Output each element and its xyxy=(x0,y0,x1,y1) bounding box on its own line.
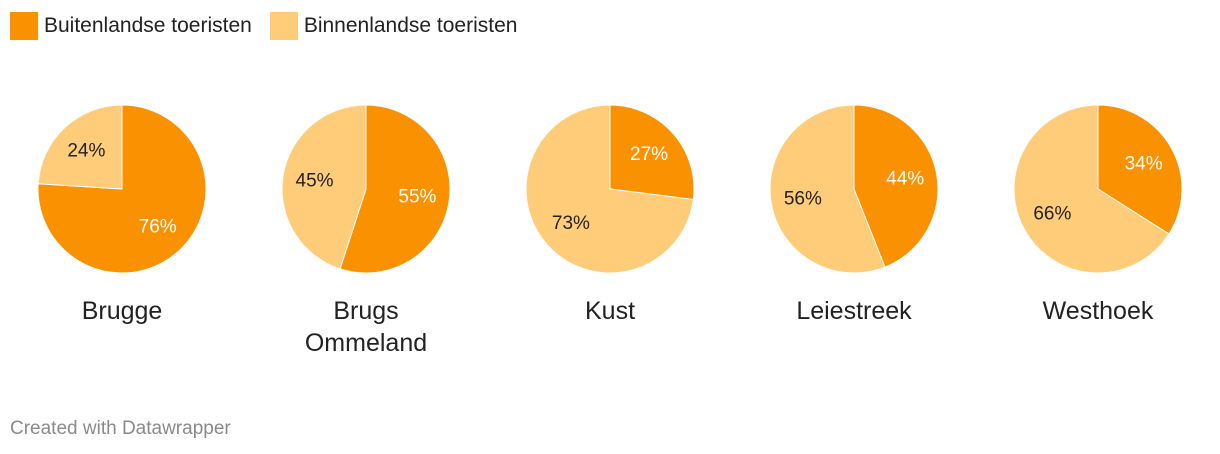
pie-data-label: 27% xyxy=(630,144,668,165)
pie-title: Brugs xyxy=(333,297,398,325)
pie-slice-foreign xyxy=(37,104,207,274)
pie-data-label: 45% xyxy=(296,170,334,191)
pie-slice-domestic xyxy=(525,104,694,274)
pie-slice-domestic xyxy=(37,104,123,190)
pie-data-label: 73% xyxy=(552,213,590,234)
pie-chart: 34% 66% Westhoek xyxy=(1013,104,1183,325)
legend-swatch-domestic xyxy=(269,12,298,40)
pie-chart: 44% 56% Leiestreek xyxy=(769,104,939,325)
pie-data-label: 55% xyxy=(398,187,436,208)
pie-data-label: 56% xyxy=(784,188,822,209)
pie-slice-domestic xyxy=(769,104,886,274)
legend-swatch-foreign xyxy=(10,12,38,40)
pie-chart: 27% 73% Kust xyxy=(525,104,695,325)
pie-data-label: 66% xyxy=(1033,204,1071,225)
pie-slice-domestic xyxy=(281,104,367,270)
pie-chart: 55% 45% Brugs Ommeland xyxy=(281,104,451,357)
legend: Buitenlandse toeristen Binnenlandse toer… xyxy=(10,12,535,40)
pie-data-label: 76% xyxy=(139,216,177,237)
pie-slice-foreign xyxy=(609,104,695,201)
pie-slice-domestic xyxy=(1013,104,1170,274)
pie-title: Brugge xyxy=(82,297,163,325)
legend-label-domestic: Binnenlandse toeristen xyxy=(303,14,518,37)
pie-slice-foreign xyxy=(339,104,451,274)
legend-item-foreign: Buitenlandse toeristen xyxy=(10,12,252,40)
pie-title: Westhoek xyxy=(1043,297,1154,325)
pie-data-label: 34% xyxy=(1125,153,1163,174)
pie-title: Ommeland xyxy=(305,329,427,357)
pie-title: Leiestreek xyxy=(796,297,912,325)
footer-credit: Created with Datawrapper xyxy=(10,418,231,439)
pie-data-label: 44% xyxy=(886,169,924,190)
pie-title: Kust xyxy=(585,297,635,325)
pie-data-label: 24% xyxy=(67,141,105,162)
pie-slice-foreign xyxy=(853,104,939,268)
legend-label-foreign: Buitenlandse toeristen xyxy=(44,14,252,37)
pie-chart: 76% 24% Brugge xyxy=(37,104,207,325)
legend-item-domestic: Binnenlandse toeristen xyxy=(269,12,518,40)
